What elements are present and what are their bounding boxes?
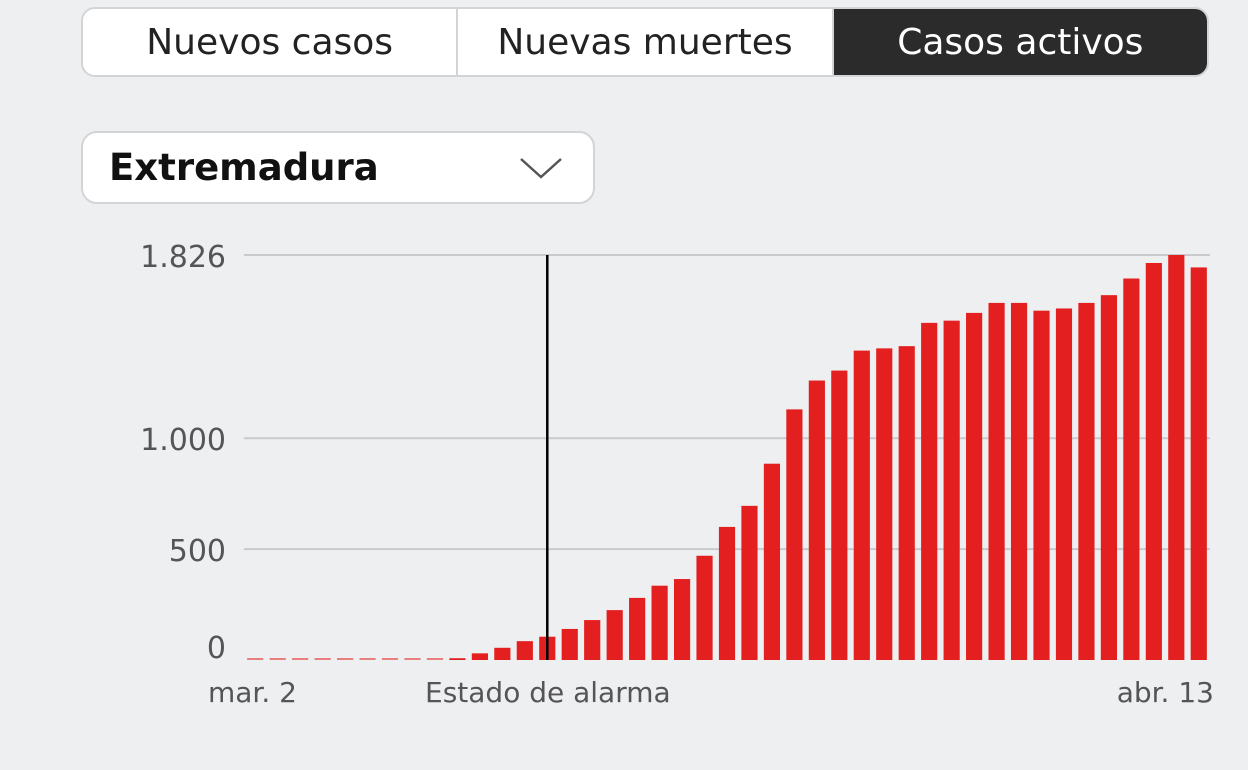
tab-casos-activos[interactable]: Casos activos [831, 9, 1207, 75]
bar [561, 628, 578, 660]
bar [921, 322, 938, 660]
bar [449, 658, 466, 660]
bar [1168, 255, 1185, 660]
tab-nuevos-casos[interactable]: Nuevos casos [83, 9, 457, 75]
bar [808, 380, 825, 660]
bar [381, 658, 399, 660]
bar [1055, 308, 1073, 660]
bar [606, 610, 623, 660]
bar [673, 579, 691, 660]
bar [1190, 267, 1207, 660]
metric-tabs: Nuevos casos Nuevas muertes Casos activo… [81, 7, 1209, 77]
bar [1145, 262, 1162, 660]
bar [494, 647, 511, 660]
bar [741, 505, 758, 660]
bar [1078, 302, 1095, 660]
bar [853, 350, 870, 660]
bar [696, 555, 713, 660]
bar [337, 658, 354, 660]
bar [763, 463, 781, 660]
y-tick-label: 0 [207, 631, 226, 666]
bar [269, 658, 286, 660]
x-tick-label: abr. 13 [1117, 676, 1214, 709]
bar [1033, 310, 1050, 660]
bar [1100, 295, 1117, 660]
bar [898, 346, 915, 660]
bar [786, 409, 803, 660]
x-tick-label: mar. 2 [208, 676, 297, 709]
bar [1010, 302, 1028, 660]
bar [831, 370, 848, 660]
y-tick-label: 1.826 [140, 240, 226, 275]
bar [943, 320, 960, 660]
bar [876, 348, 893, 660]
region-select-value: Extremadura [109, 146, 379, 189]
bar [1123, 278, 1140, 660]
tab-nuevas-muertes[interactable]: Nuevas muertes [456, 9, 832, 75]
bar [988, 302, 1005, 660]
bar [966, 312, 983, 660]
bar [718, 526, 736, 660]
y-tick-label: 1.000 [140, 423, 226, 458]
region-select[interactable]: Extremadura [81, 131, 595, 204]
x-tick-label: Estado de alarma [425, 676, 671, 709]
bar [471, 653, 488, 660]
bar [404, 658, 421, 660]
bar [314, 658, 331, 660]
bar [584, 620, 601, 660]
chevron-down-icon [520, 157, 562, 179]
bar [629, 597, 646, 660]
bar [292, 658, 309, 660]
bar [516, 641, 533, 660]
bar [426, 658, 444, 660]
bar [359, 658, 376, 660]
bar [651, 585, 668, 660]
bar [247, 658, 264, 660]
y-tick-label: 500 [169, 534, 226, 569]
